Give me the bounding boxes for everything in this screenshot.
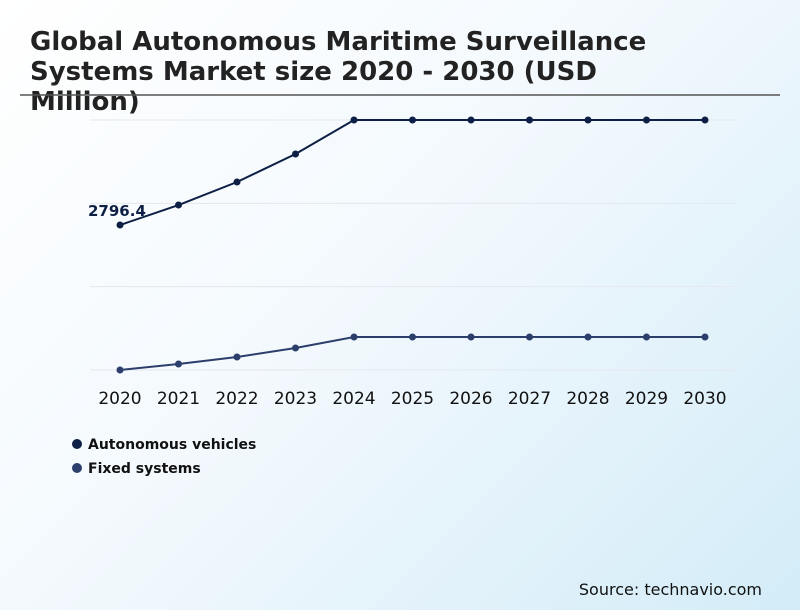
point xyxy=(584,116,592,124)
point xyxy=(292,150,299,158)
x-tick-label: 2022 xyxy=(215,389,258,409)
point xyxy=(175,360,182,368)
x-tick-label: 2024 xyxy=(332,389,375,409)
x-tick-label: 2023 xyxy=(274,389,317,409)
point xyxy=(526,116,533,124)
data-label: 2796.4 xyxy=(88,202,146,220)
chart-title: Million) xyxy=(30,87,140,117)
legend-marker xyxy=(72,439,82,449)
x-tick-label: 2028 xyxy=(566,389,609,409)
point xyxy=(116,366,124,374)
x-tick-label: 2029 xyxy=(625,389,668,409)
point xyxy=(233,353,241,361)
series-line xyxy=(119,335,705,371)
x-tick-label: 2030 xyxy=(683,389,726,409)
legend-label: Fixed systems xyxy=(88,461,201,477)
point xyxy=(701,116,709,124)
point xyxy=(467,333,475,341)
point xyxy=(409,116,416,124)
x-tick-label: 2027 xyxy=(508,389,551,409)
point xyxy=(701,333,709,341)
point xyxy=(409,333,416,341)
point xyxy=(233,178,241,186)
series-line xyxy=(119,119,705,226)
legend-marker xyxy=(72,463,82,473)
point xyxy=(175,201,182,209)
point xyxy=(350,116,358,124)
point xyxy=(350,333,358,341)
chart-title: Global Autonomous Maritime Surveillance xyxy=(30,27,646,57)
point xyxy=(526,333,533,341)
x-tick-label: 2026 xyxy=(449,389,492,409)
point xyxy=(116,221,124,229)
x-tick-label: 2020 xyxy=(98,389,141,409)
point xyxy=(292,344,299,352)
source: Source: technavio.com xyxy=(579,580,762,599)
point xyxy=(584,333,592,341)
x-tick-label: 2021 xyxy=(157,389,200,409)
point xyxy=(467,116,475,124)
legend-label: Autonomous vehicles xyxy=(88,437,256,453)
x-tick-label: 2025 xyxy=(391,389,434,409)
chart-title: Systems Market size 2020 - 2030 (USD xyxy=(30,57,597,87)
point xyxy=(643,333,650,341)
point xyxy=(643,116,650,124)
